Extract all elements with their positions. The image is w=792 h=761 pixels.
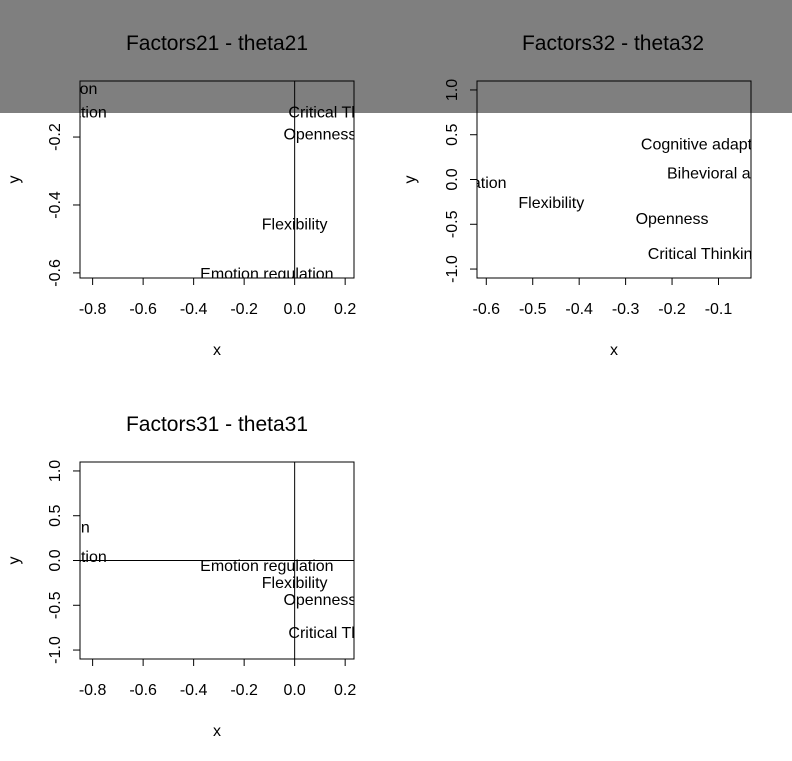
x-tick-label: 0.0: [284, 682, 306, 699]
point-label-openness: Openness: [283, 127, 356, 144]
x-tick-label: -0.4: [180, 682, 208, 699]
x-tick-label: -0.5: [519, 301, 547, 318]
point-label-emotion-regulation: Emotion regulation: [373, 175, 506, 192]
point-label-critical-thinking: Critical Thinking: [288, 105, 402, 122]
y-tick-label: 1.0: [444, 79, 461, 101]
scatter-panel-2: Factors32 - theta32 Cognitive adaptation B…: [373, 32, 792, 359]
x-tick-label: -0.6: [472, 301, 500, 318]
x-axis-label: x: [213, 342, 221, 359]
y-tick-label: -0.4: [47, 191, 64, 219]
point-label-openness: Openness: [283, 592, 356, 609]
y-tick-label: -0.2: [47, 123, 64, 151]
x-tick-label: 0.2: [334, 301, 356, 318]
point-label-flexibility: Flexibility: [262, 575, 328, 592]
point-label-openness: Openness: [636, 211, 709, 228]
x-tick-label: 0.2: [334, 682, 356, 699]
y-axis-label: y: [6, 557, 23, 565]
point-label-cognitive-adaptation: Cognitive adaptation: [641, 137, 787, 154]
x-tick-label: -0.6: [129, 301, 157, 318]
point-labels: Cognitive adaptation Bihevioral adaptatio…: [0, 519, 402, 642]
y-axis-label: y: [402, 176, 419, 184]
chart-title: Factors32 - theta32: [522, 32, 704, 55]
chart-title: Factors31 - theta31: [126, 413, 308, 436]
y-tick-label: 0.0: [47, 549, 64, 571]
x-tick-label: -0.2: [230, 301, 258, 318]
y-axis-label: y: [6, 176, 23, 184]
x-tick-label: -0.6: [129, 682, 157, 699]
x-tick-label: -0.4: [565, 301, 593, 318]
point-label-cognitive-adaptation: Cognitive adaptation: [0, 519, 90, 536]
x-axis-label: x: [610, 342, 618, 359]
x-tick-label: 0.0: [284, 301, 306, 318]
y-tick-label: 0.5: [444, 124, 461, 146]
point-label-bihevioral-adaptation: Bihevioral adaptation: [0, 549, 107, 566]
y-tick-label: 1.0: [47, 460, 64, 482]
point-label-flexibility: Flexibility: [262, 217, 328, 234]
scatter-panel-3: Factors31 - theta31 Cognitive adaptation B…: [0, 413, 402, 740]
point-label-critical-thinking: Critical Thinking: [648, 246, 762, 263]
x-tick-label: -0.2: [658, 301, 686, 318]
y-tick-label: -1.0: [444, 255, 461, 283]
x-tick-label: -0.4: [180, 301, 208, 318]
x-tick-label: -0.3: [612, 301, 640, 318]
y-tick-label: -0.5: [47, 591, 64, 619]
x-tick-label: -0.8: [79, 301, 107, 318]
scatter-panel-1: Factors21 - theta21 Cognitive adaptation B…: [0, 32, 402, 359]
chart-title: Factors21 - theta21: [126, 32, 308, 55]
y-tick-label: -1.0: [47, 636, 64, 664]
point-label-bihevioral-adaptation: Bihevioral adaptation: [667, 165, 792, 182]
x-tick-label: -0.1: [705, 301, 733, 318]
point-label-emotion-regulation: Emotion regulation: [200, 558, 333, 575]
x-axis-label: x: [213, 723, 221, 740]
point-label-bihevioral-adaptation: Bihevioral adaptation: [0, 105, 107, 122]
x-tick-label: -0.8: [79, 682, 107, 699]
y-tick-label: 0.5: [47, 505, 64, 527]
x-tick-label: -0.2: [230, 682, 258, 699]
point-labels: Cognitive adaptation Bihevioral adaptatio…: [373, 137, 792, 263]
point-label-critical-thinking: Critical Thinking: [288, 625, 402, 642]
y-tick-label: 0.0: [444, 168, 461, 190]
point-labels: Cognitive adaptation Bihevioral adaptatio…: [0, 81, 402, 283]
y-tick-label: -0.5: [444, 210, 461, 238]
point-label-emotion-regulation: Emotion regulation: [200, 266, 333, 283]
point-label-cognitive-adaptation: Cognitive adaptation: [0, 81, 97, 98]
point-label-flexibility: Flexibility: [518, 195, 584, 212]
y-tick-label: -0.6: [47, 259, 64, 287]
